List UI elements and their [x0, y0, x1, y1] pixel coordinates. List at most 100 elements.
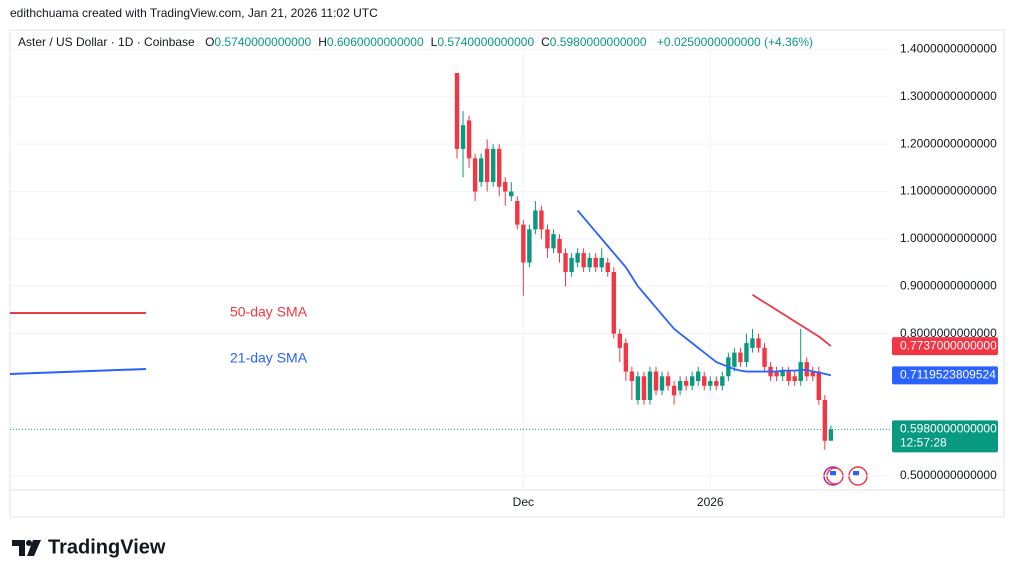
- price-label-box: [892, 366, 998, 385]
- candle-body: [720, 376, 725, 386]
- ohlc-value: 0.5980000000000: [549, 35, 647, 49]
- symbol: Aster / US Dollar · 1D · Coinbase: [18, 35, 195, 49]
- candle-body: [659, 376, 665, 391]
- candle-body: [750, 338, 755, 348]
- ohlc-value: 0.5740000000000: [214, 35, 312, 49]
- candle-body: [774, 371, 779, 377]
- ohlc-key: O: [205, 35, 215, 49]
- candle-body: [641, 376, 647, 400]
- y-tick-label: 0.5000000000000: [900, 468, 997, 482]
- price-label: 0.7119523809524: [900, 368, 996, 382]
- ohlc: O0.5740000000000 H0.6060000000000 L0.57400…: [198, 35, 647, 49]
- candle-body: [677, 381, 683, 391]
- candle-body: [575, 253, 580, 263]
- candle-body: [708, 381, 713, 386]
- price-label: 0.5980000000000: [900, 422, 997, 436]
- ohlc-value: 0.5740000000000: [437, 35, 535, 49]
- candle-body: [738, 352, 743, 363]
- candle-body: [744, 343, 749, 363]
- candle-body: [557, 238, 562, 254]
- logo: [12, 540, 41, 556]
- candle-body: [569, 257, 574, 273]
- candle-body: [810, 371, 815, 377]
- legend-line: [9, 368, 147, 375]
- legend-label: 50-day SMA: [230, 304, 308, 320]
- candle-body: [551, 234, 556, 249]
- candle-body: [581, 253, 586, 268]
- candle-body: [563, 253, 568, 273]
- candle-body: [515, 200, 520, 225]
- candle-body: [792, 376, 797, 382]
- candle-body: [702, 376, 707, 386]
- candle-body: [683, 381, 689, 386]
- candle-body: [545, 229, 550, 249]
- candle-body: [587, 257, 592, 268]
- y-tick-label: 1.4000000000000: [900, 42, 997, 56]
- candle-body: [756, 338, 761, 348]
- candle-body: [629, 371, 635, 382]
- candle-body: [503, 182, 508, 192]
- candle-body: [696, 371, 701, 382]
- y-tick-label: 0.9000000000000: [900, 278, 997, 292]
- price-label-box: [892, 337, 998, 356]
- candle-body: [484, 148, 490, 183]
- candle-body: [593, 257, 598, 268]
- candle-body: [497, 148, 502, 187]
- candle-body: [605, 262, 610, 273]
- candle-body: [714, 381, 719, 386]
- candle-body: [623, 343, 629, 372]
- price-label: 0.7737000000000: [900, 338, 997, 352]
- y-tick-label: 1.2000000000000: [900, 136, 997, 150]
- brand: TradingView: [48, 536, 166, 558]
- candle-body: [653, 371, 659, 391]
- ohlc-key: L: [430, 35, 438, 49]
- y-tick-label: 0.8000000000000: [900, 326, 997, 340]
- candle-body: [539, 210, 544, 230]
- candle-body: [509, 191, 514, 197]
- candle-body: [478, 158, 484, 183]
- price-label-box: [892, 420, 998, 453]
- candle-body: [786, 371, 791, 382]
- candle-body: [521, 224, 526, 263]
- y-tick-label: 1.3000000000000: [900, 89, 997, 103]
- sma-line: [576, 209, 832, 377]
- candle-body: [689, 376, 695, 386]
- candle-body: [762, 347, 767, 367]
- candle-body: [816, 371, 821, 400]
- candle-body: [490, 148, 496, 183]
- ohlc-key: H: [318, 35, 327, 49]
- candle-body: [822, 399, 828, 441]
- candle-body: [635, 376, 641, 400]
- chart-frame: [9, 29, 1005, 518]
- candle-body: [780, 371, 785, 377]
- candle-body: [533, 210, 538, 230]
- candle-body: [466, 120, 472, 159]
- credit: edithchuama created with TradingView.com…: [10, 6, 378, 20]
- candle-body: [828, 429, 834, 441]
- change: +0.0250000000000 (+4.36%): [656, 35, 814, 49]
- x-tick-label: Dec: [513, 495, 534, 509]
- candle-body: [671, 385, 677, 396]
- candle-body: [460, 125, 466, 149]
- candle-body: [472, 158, 478, 192]
- x-tick-label: 2026: [697, 495, 724, 509]
- candle-body: [599, 257, 604, 268]
- candle-body: [798, 362, 803, 382]
- candle-body: [647, 371, 653, 400]
- candle-body: [665, 376, 671, 386]
- ohlc-key: C: [541, 35, 550, 49]
- candle-body: [732, 352, 737, 367]
- candle-body: [617, 333, 623, 348]
- countdown: 12:57:28: [900, 436, 947, 450]
- legend-label: 21-day SMA: [230, 350, 308, 366]
- symbol-header: Aster / US Dollar · 1D · Coinbase O0.574…: [18, 35, 813, 49]
- y-tick-label: 1.1000000000000: [900, 184, 997, 198]
- candle-body: [454, 73, 460, 149]
- sma-line: [751, 294, 832, 347]
- y-tick-label: 1.0000000000000: [900, 231, 997, 245]
- candle-body: [527, 229, 532, 263]
- ohlc-value: 0.6060000000000: [326, 35, 424, 49]
- candle-body: [611, 272, 616, 334]
